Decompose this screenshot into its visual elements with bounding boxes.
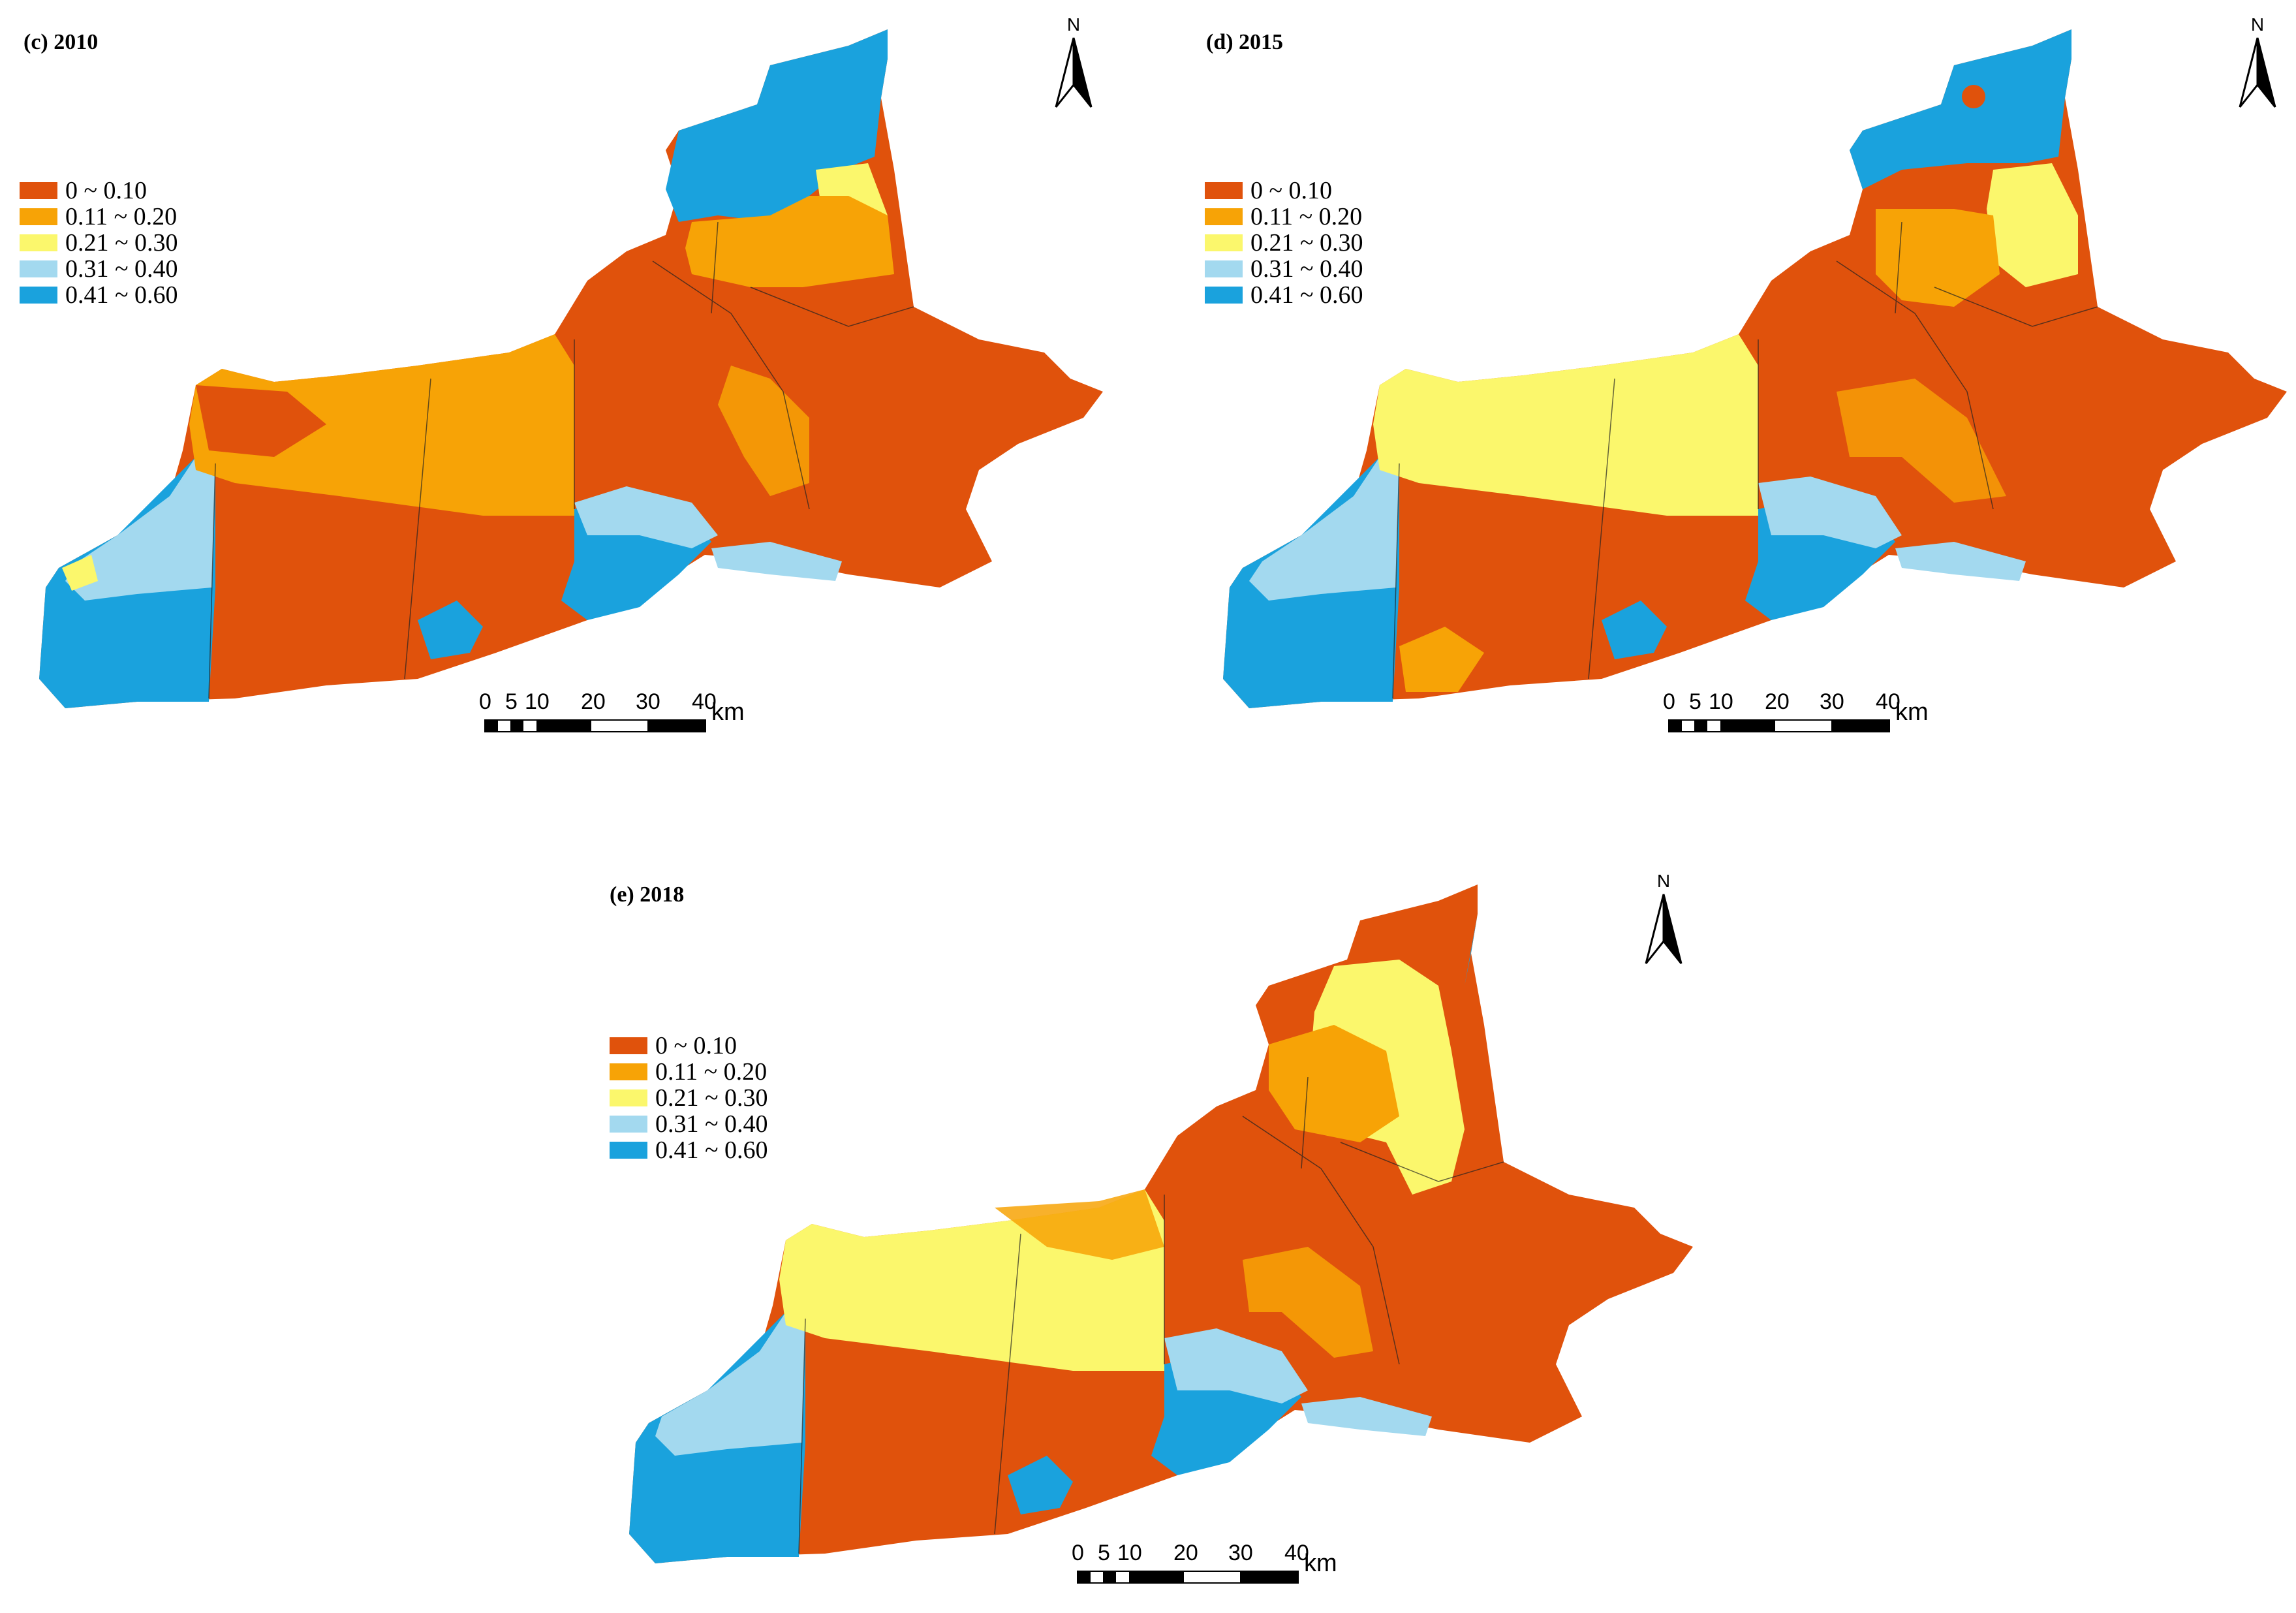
panel-title: (e) 2018 [610,883,685,907]
scale-tick: 20 [1765,689,1790,714]
scale-bar: 0 5 10 20 30 40 km [479,689,771,742]
region-yellow [1987,163,2078,287]
scale-tick: 40 [1876,689,1900,714]
legend-swatch [1205,182,1243,199]
scale-tick: 30 [636,689,660,714]
legend-item: 0.11 ~ 0.20 [610,1059,767,1085]
scale-tick: 5 [1689,689,1701,714]
legend-label: 0.31 ~ 0.40 [655,1110,768,1138]
region-blue [1850,29,2071,189]
legend-label: 0.41 ~ 0.60 [1250,281,1363,309]
north-letter: N [2250,14,2265,35]
legend-swatch [20,208,57,225]
region-lightblue [1164,1328,1308,1403]
legend-item: 0.31 ~ 0.40 [20,256,178,282]
scale-unit: km [1304,1550,1337,1577]
legend-label: 0.31 ~ 0.40 [65,255,178,283]
scale-tick: 40 [692,689,717,714]
panel-2015: (d) 2015 0 ~ 0.10 0.11 ~ 0.20 0.21 ~ 0.3… [1184,0,2296,770]
legend-swatch [20,260,57,277]
legend-swatch [610,1089,647,1106]
region-orange [189,334,574,516]
north-letter: N [1656,871,1671,891]
scale-tick: 40 [1284,1541,1309,1565]
panel-2018: (e) 2018 0 ~ 0.10 0.11 ~ 0.20 0.21 ~ 0.3… [590,842,1739,1606]
legend-swatch [1205,234,1243,251]
legend-label: 0.41 ~ 0.60 [655,1136,768,1164]
region-lightblue [1758,477,1902,548]
scale-tick: 20 [1173,1541,1198,1565]
legend-swatch [610,1037,647,1054]
legend-swatch [1205,287,1243,304]
scale-unit: km [1895,698,1929,726]
legend-item: 0.31 ~ 0.40 [610,1111,768,1137]
legend-label: 0 ~ 0.10 [65,177,147,204]
scale-tick: 10 [1709,689,1733,714]
scale-tick: 5 [505,689,518,714]
scale-tick: 10 [1117,1541,1142,1565]
legend-item: 0 ~ 0.10 [610,1033,737,1059]
legend-swatch [20,182,57,199]
scale-unit: km [711,698,745,726]
legend-label: 0.31 ~ 0.40 [1250,255,1363,283]
legend-item: 0.21 ~ 0.30 [20,230,178,256]
legend-label: 0.41 ~ 0.60 [65,281,178,309]
map-2010 [39,29,1103,708]
region-yellow [1373,334,1758,516]
legend-label: 0.21 ~ 0.30 [655,1084,768,1112]
scale-tick: 20 [581,689,606,714]
region-orange [685,196,894,287]
legend-label: 0 ~ 0.10 [655,1032,737,1059]
legend-item: 0.41 ~ 0.60 [1205,282,1363,308]
legend-item: 0.31 ~ 0.40 [1205,256,1363,282]
region-lightblue [65,457,215,601]
legend-item: 0.21 ~ 0.30 [610,1085,768,1111]
legend-label: 0 ~ 0.10 [1250,177,1333,204]
north-arrow-icon: N [1641,871,1686,964]
north-letter: N [1066,14,1081,35]
legend-swatch [20,287,57,304]
region-orange [1269,1025,1399,1142]
legend-item: 0.11 ~ 0.20 [1205,204,1362,230]
legend-swatch [20,234,57,251]
legend-label: 0.11 ~ 0.20 [655,1058,768,1086]
scale-tick: 0 [1072,1541,1084,1565]
scale-tick: 10 [525,689,550,714]
legend-swatch [610,1116,647,1133]
scale-bar: 0 5 10 20 30 40 km [1663,689,1955,742]
legend-label: 0.21 ~ 0.30 [1250,229,1363,257]
legend-item: 0.41 ~ 0.60 [610,1137,768,1163]
legend-item: 0.11 ~ 0.20 [20,204,177,230]
legend-item: 0 ~ 0.10 [20,178,147,204]
map-2015 [1223,29,2287,708]
legend-label: 0.21 ~ 0.30 [65,229,178,257]
legend-item: 0 ~ 0.10 [1205,178,1332,204]
region-yellow [62,555,98,591]
scale-tick: 5 [1098,1541,1110,1565]
scale-tick: 0 [1663,689,1675,714]
scale-bar: 0 5 10 20 30 40 km [1072,1541,1364,1593]
legend-label: 0.11 ~ 0.20 [1250,203,1363,230]
legend-item: 0.21 ~ 0.30 [1205,230,1363,256]
legend-swatch [610,1063,647,1080]
region-lightblue [574,486,718,548]
scale-tick: 0 [479,689,491,714]
map-2018 [629,885,1693,1563]
legend-swatch [1205,208,1243,225]
legend-label: 0.11 ~ 0.20 [65,203,178,230]
legend-swatch [1205,260,1243,277]
region-lightblue [1249,457,1399,601]
panel-title: (d) 2015 [1206,30,1284,54]
legend-item: 0.41 ~ 0.60 [20,282,178,308]
region-orange [1876,209,2000,307]
panel-2010: (c) 2010 0 ~ 0.10 0.11 ~ 0.20 0.21 ~ 0.3… [0,0,1149,770]
north-arrow-icon: N [2235,14,2280,108]
north-arrow-icon: N [1051,14,1096,108]
panel-title: (c) 2010 [23,30,99,54]
region-lightblue [655,1312,805,1456]
legend-swatch [610,1142,647,1159]
scale-tick: 30 [1228,1541,1253,1565]
scale-tick: 30 [1820,689,1844,714]
